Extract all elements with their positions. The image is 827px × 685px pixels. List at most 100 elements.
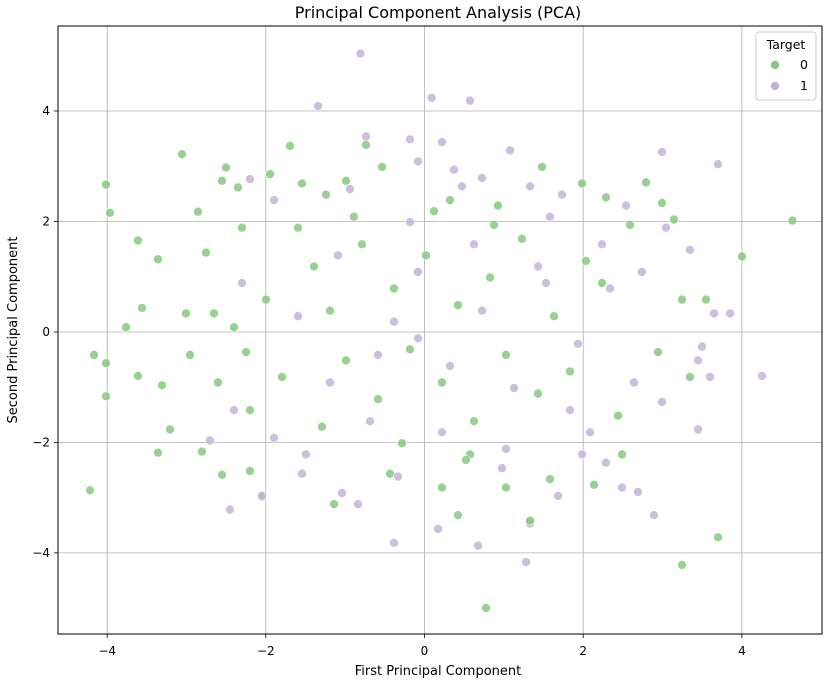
y-tick-label: −4 [32,546,50,560]
scatter-point-target-1 [661,222,671,233]
scatter-point-target-0 [737,251,747,262]
scatter-point-target-0 [181,308,191,319]
scatter-point-target-0 [489,220,499,230]
scatter-point-target-0 [229,322,239,333]
scatter-point-target-1 [577,449,587,460]
scatter-point-target-0 [677,294,687,305]
scatter-point-target-1 [365,416,375,427]
scatter-point-target-0 [601,192,611,203]
scatter-point-target-0 [625,220,635,230]
scatter-point-target-1 [621,200,631,211]
scatter-point-target-0 [461,455,471,465]
scatter-point-target-0 [421,250,431,261]
scatter-point-target-0 [613,410,623,421]
scatter-point-target-1 [657,397,667,407]
scatter-point-target-0 [121,322,131,333]
scatter-point-target-0 [177,149,187,159]
scatter-point-target-1 [693,424,703,435]
scatter-point-target-1 [345,184,355,194]
scatter-point-target-1 [445,361,455,371]
scatter-point-target-0 [373,394,383,404]
scatter-point-target-0 [685,372,695,382]
scatter-point-target-1 [269,432,279,443]
scatter-point-target-0 [589,479,599,490]
scatter-point-target-0 [341,176,351,186]
scatter-point-target-1 [725,308,735,319]
scatter-point-target-0 [245,405,255,415]
scatter-point-target-0 [185,350,195,360]
scatter-point-target-1 [477,305,487,316]
scatter-point-target-0 [525,515,535,526]
scatter-point-target-1 [449,164,459,175]
scatter-point-target-0 [581,256,591,266]
y-tick-label: 4 [42,104,50,118]
scatter-point-target-1 [297,468,307,479]
scatter-point-target-1 [293,311,303,322]
scatter-point-target-0 [285,141,295,151]
scatter-point-target-0 [325,305,335,316]
legend-marker-series-1 [770,81,780,91]
grid [58,26,822,634]
y-tick-label: 2 [42,215,50,229]
x-tick-label: −2 [257,644,275,658]
scatter-point-target-0 [787,215,798,226]
scatter-point-target-1 [469,239,479,250]
scatter-point-target-0 [597,278,607,288]
scatter-point-target-0 [101,358,111,369]
scatter-point-target-1 [229,405,239,415]
scatter-point-target-0 [153,447,163,458]
scatter-point-target-0 [85,485,95,496]
scatter-point-target-1 [585,427,595,438]
scatter-point-target-1 [437,427,447,438]
scatter-point-target-1 [521,557,531,567]
scatter-point-target-0 [701,294,711,305]
scatter-point-target-0 [361,140,371,150]
scatter-point-target-0 [321,189,331,200]
scatter-point-target-0 [245,466,255,476]
legend-marker-series-0 [770,60,780,70]
legend-label-series-1: 1 [800,78,808,93]
scatter-point-target-0 [577,178,587,189]
scatter-point-target-0 [445,195,455,205]
scatter-point-target-1 [757,371,767,381]
scatter-point-target-1 [437,137,447,147]
scatter-point-target-0 [617,449,627,460]
scatter-point-target-0 [517,234,527,244]
scatter-point-target-1 [477,173,487,183]
scatter-point-target-1 [633,487,643,497]
scatter-point-target-0 [277,372,287,382]
x-axis: −4 −2 0 2 4 First Principal Component [98,634,746,679]
scatter-point-target-1 [426,93,437,103]
legend-box [755,31,817,101]
scatter-point-target-1 [501,443,511,454]
chart-title: Principal Component Analysis (PCA) [295,3,582,22]
scatter-point-target-0 [101,179,111,190]
scatter-point-target-1 [257,490,267,501]
scatter-point-target-1 [313,101,323,111]
scatter-point-target-1 [393,471,403,482]
scatter-point-target-1 [465,95,475,106]
scatter-point-target-1 [389,316,399,327]
scatter-point-target-0 [201,247,211,258]
scatter-point-target-1 [657,147,667,157]
scatter-point-target-1 [601,457,611,468]
scatter-point-target-0 [641,177,651,188]
scatter-point-target-0 [217,176,227,186]
scatter-point-target-0 [197,446,207,457]
scatter-point-target-0 [133,371,143,381]
scatter-point-target-1 [565,405,575,415]
scatter-point-target-0 [657,198,667,208]
scatter-point-target-0 [349,211,359,222]
scatter-point-target-1 [509,383,519,393]
scatter-point-target-0 [221,162,231,173]
scatter-point-target-1 [405,134,415,145]
scatter-point-target-1 [205,435,215,446]
scatter-point-target-0 [193,206,203,217]
scatter-point-target-0 [317,421,327,432]
scatter-point-target-1 [337,488,347,498]
scatter-point-target-1 [693,355,703,366]
scatter-point-target-1 [355,48,366,59]
scatter-point-target-0 [89,350,99,360]
scatter-point-target-1 [557,189,567,200]
